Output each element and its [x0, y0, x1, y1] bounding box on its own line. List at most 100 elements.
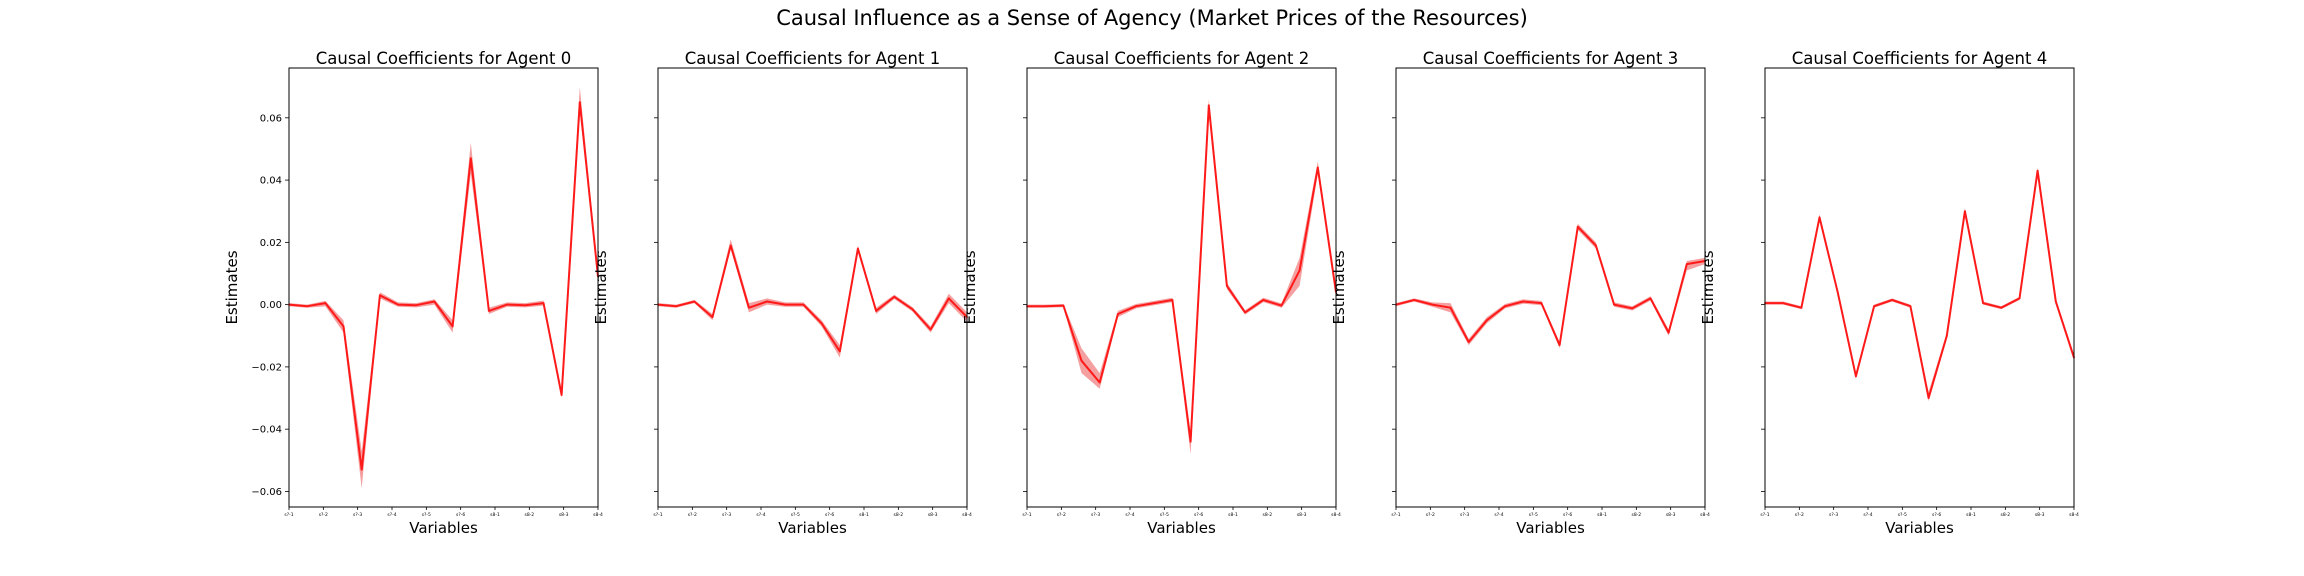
data-point — [711, 316, 714, 318]
data-point — [693, 300, 696, 303]
data-point — [1262, 299, 1265, 301]
chart-title: Causal Coefficients for Agent 0 — [316, 49, 571, 68]
data-point — [488, 309, 490, 312]
y-axis-label: Estimates — [961, 250, 979, 324]
chart-title: Causal Coefficients for Agent 2 — [1054, 49, 1309, 68]
x-tick-label: s8-1 — [1597, 512, 1607, 518]
data-point — [1062, 304, 1065, 307]
x-tick-label: s8-3 — [928, 512, 938, 518]
y-axis-label: Estimates — [592, 250, 610, 324]
x-tick-label: s8-1 — [1966, 512, 1976, 518]
confidence-band — [1396, 223, 1705, 349]
y-tick-label: −0.02 — [251, 362, 282, 373]
data-point — [342, 325, 345, 328]
x-tick-label: s8-1 — [490, 512, 500, 518]
data-point — [506, 303, 509, 306]
data-point — [1982, 302, 1985, 304]
data-point — [911, 308, 914, 311]
data-point — [397, 303, 399, 306]
x-tick-label: s8-2 — [2000, 512, 2010, 518]
plot-frame — [1395, 67, 1706, 508]
x-tick-label: s?-5 — [1898, 512, 1907, 518]
y-tick-label: 0.00 — [260, 300, 282, 311]
data-point — [1189, 440, 1192, 443]
confidence-band — [658, 239, 967, 358]
x-tick-label: s8-1 — [1228, 512, 1238, 518]
data-point — [378, 294, 381, 297]
x-tick-label: s?-4 — [1494, 512, 1503, 518]
x-tick-label: s?-1 — [1760, 512, 1769, 518]
x-tick-label: s?-4 — [387, 512, 396, 518]
chart-panel-agent-4: Causal Coefficients for Agent 4 s?-1 s?-2 s… — [1699, 49, 2079, 537]
x-tick-label: s?-6 — [1932, 512, 1941, 518]
chart-panel-agent-0: Causal Coefficients for Agent 0 s?-1 s?-2 s… — [223, 49, 603, 537]
x-tick-label: s?-3 — [1091, 512, 1100, 518]
x-tick-label: s8-2 — [893, 512, 903, 518]
x-tick-label: s?-5 — [1529, 512, 1538, 518]
data-point — [469, 157, 472, 160]
data-point — [433, 300, 436, 303]
x-axis-label: Variables — [1147, 519, 1216, 537]
data-point — [1522, 300, 1525, 303]
series-line — [1395, 225, 1706, 347]
data-point — [1504, 305, 1506, 308]
data-point — [1316, 166, 1319, 169]
data-point — [1207, 104, 1210, 107]
data-point — [306, 305, 309, 308]
x-tick-label: s?-6 — [825, 512, 834, 518]
data-point — [929, 328, 932, 331]
x-tick-label: s?-6 — [456, 512, 465, 518]
chart-title: Causal Coefficients for Agent 3 — [1423, 49, 1678, 68]
data-point — [324, 302, 327, 304]
x-tick-label: s?-6 — [1194, 512, 1203, 518]
series-line — [657, 244, 968, 353]
x-tick-label: s?-4 — [756, 512, 765, 518]
data-point — [2054, 300, 2057, 303]
series-line — [1027, 104, 1337, 443]
confidence-band — [289, 86, 598, 489]
data-point — [802, 303, 805, 306]
y-tick-label: 0.02 — [260, 238, 282, 249]
data-point — [875, 309, 878, 312]
x-tick-label: s8-4 — [962, 512, 972, 518]
data-point — [542, 302, 545, 304]
x-tick-label: s8-1 — [859, 512, 869, 518]
data-point — [2018, 297, 2021, 300]
data-point — [1909, 305, 1912, 308]
data-point — [1485, 319, 1488, 322]
data-point — [1153, 302, 1156, 304]
data-point — [1431, 303, 1434, 306]
y-tick-label: −0.06 — [251, 487, 282, 498]
data-point — [1964, 210, 1966, 213]
x-tick-label: s8-3 — [1666, 512, 1676, 518]
x-tick-label: s8-4 — [593, 512, 603, 518]
chart-panel-agent-1: Causal Coefficients for Agent 1 s?-1 s?-2 s… — [592, 49, 972, 537]
data-point — [1044, 305, 1047, 308]
x-tick-label: s?-5 — [1160, 512, 1169, 518]
x-tick-label: s?-6 — [1563, 512, 1572, 518]
y-tick-label: 0.06 — [260, 113, 282, 124]
x-tick-label: s8-4 — [1331, 512, 1341, 518]
data-point — [1467, 341, 1470, 343]
plot-frame — [1026, 67, 1337, 508]
data-point — [1836, 291, 1839, 294]
x-tick-label: s8-2 — [1631, 512, 1641, 518]
plot-frame — [288, 67, 599, 508]
data-point — [1631, 307, 1634, 310]
data-point — [1244, 311, 1247, 314]
y-axis-label: Estimates — [1699, 250, 1717, 324]
x-tick-label: s8-3 — [1297, 512, 1307, 518]
data-point — [415, 304, 418, 307]
data-point — [1595, 244, 1597, 247]
data-point — [1080, 359, 1083, 362]
confidence-band — [1765, 167, 2074, 402]
chart-panel-agent-2: Causal Coefficients for Agent 2 s?-1 s?-2 s… — [961, 49, 1341, 537]
data-point — [820, 322, 823, 325]
data-point — [1927, 397, 1930, 399]
data-point — [893, 295, 896, 298]
data-point — [1891, 299, 1894, 301]
data-point — [1226, 285, 1228, 287]
x-tick-label: s?-1 — [1391, 512, 1400, 518]
data-point — [524, 304, 527, 307]
x-tick-label: s?-2 — [1795, 512, 1804, 518]
